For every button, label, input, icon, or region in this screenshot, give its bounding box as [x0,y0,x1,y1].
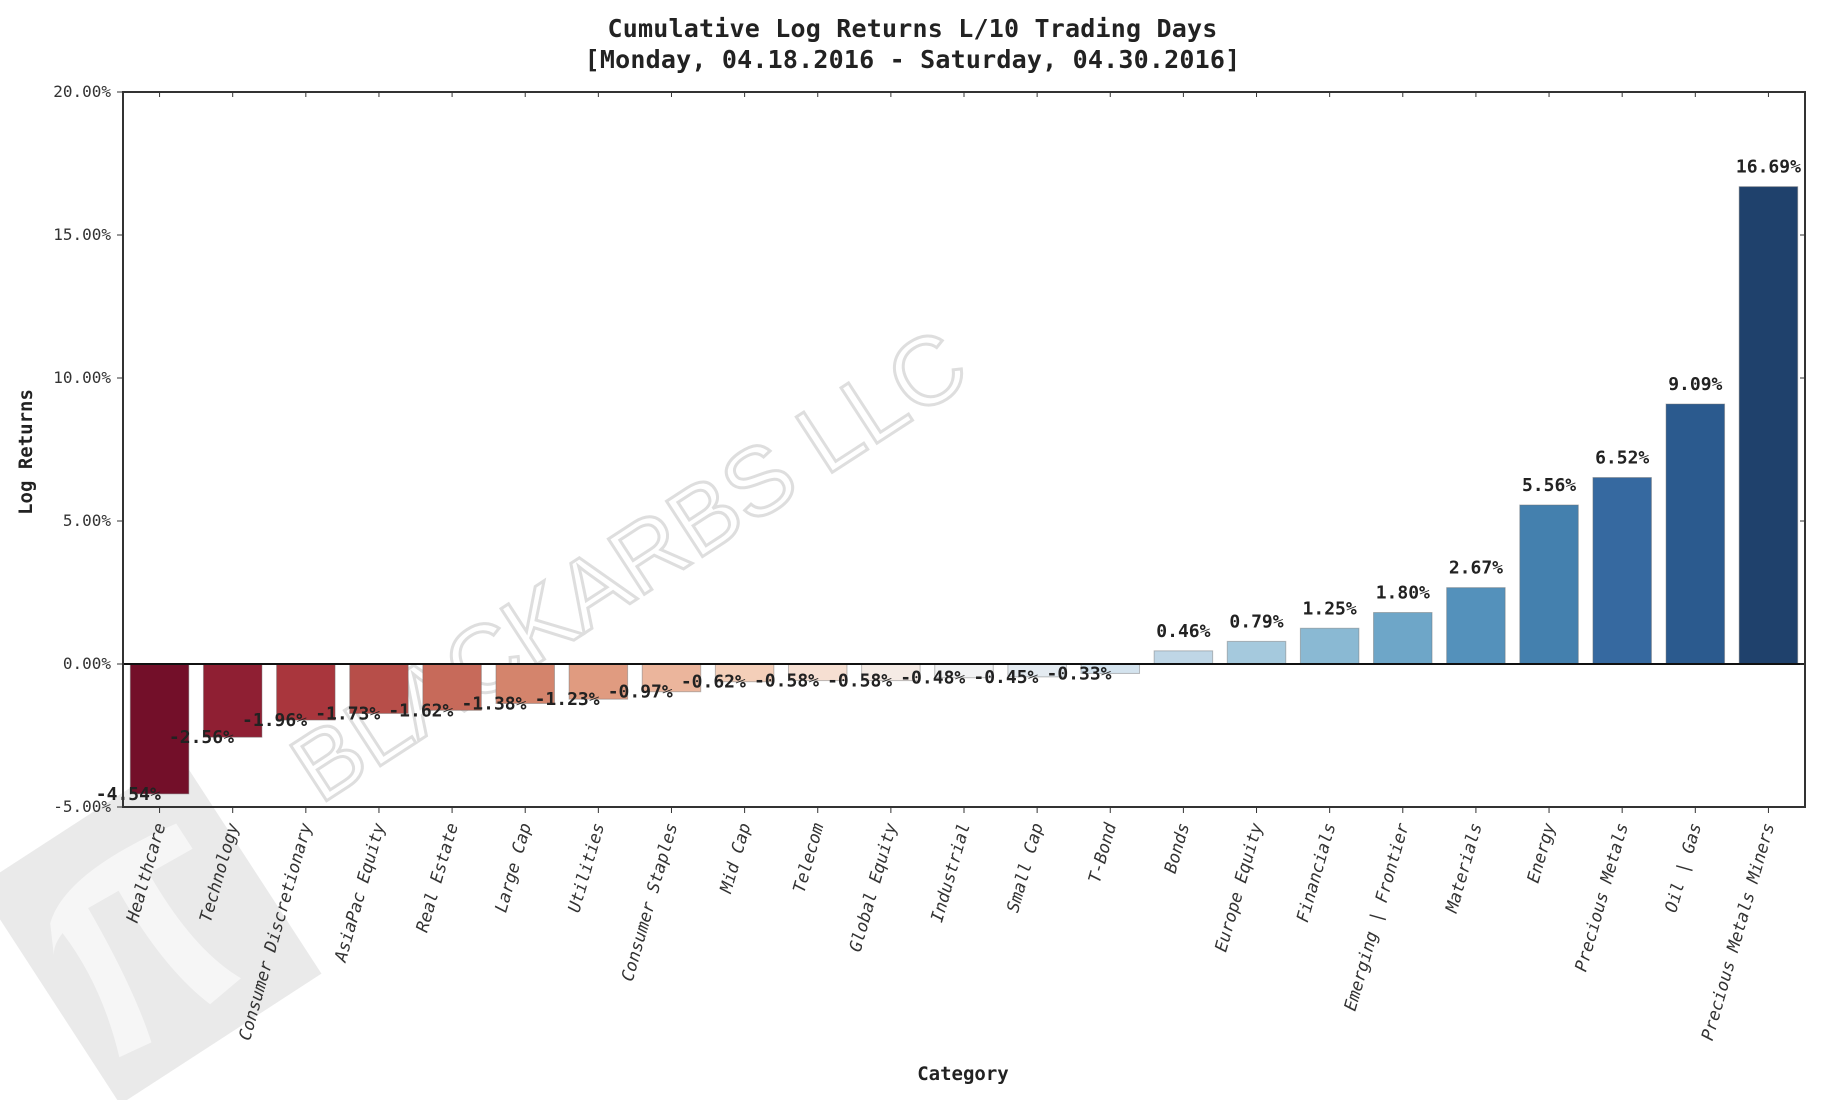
bar-group: -0.58% [827,663,921,692]
y-tick-label: 0.00% [63,654,112,673]
bar-value-label: -0.58% [827,671,892,692]
bar-value-label: 1.25% [1303,598,1357,619]
watermark-text: BLACKARBS LLC [273,309,985,823]
bar-value-label: 1.80% [1376,583,1430,604]
bar [1592,477,1652,665]
bar [1665,403,1726,665]
bar-group: 16.69% [1736,157,1801,665]
x-tick-label: Financials [1293,821,1340,925]
plot-frame [122,91,1806,808]
bar [1299,627,1360,665]
x-tick-label: Global Equity [846,820,902,954]
bar-value-label: -1.96% [242,710,307,731]
bar-group: -1.62% [388,663,482,721]
bar-value-label: -1.62% [388,700,453,721]
chart-title-line-2: [Monday, 04.18.2016 - Saturday, 04.30.20… [584,45,1241,74]
bar-group: -1.73% [315,663,409,724]
bar-group: 1.80% [1373,583,1433,665]
bar-value-label: 0.46% [1156,621,1210,642]
bar-value-label: -0.58% [754,671,819,692]
bar-value-label: 6.52% [1595,448,1649,469]
bar-group: 0.46% [1153,621,1214,665]
bar-group: 2.67% [1446,558,1506,665]
x-tick-label: Europe Equity [1211,820,1267,954]
bar-value-label: -0.62% [681,672,746,693]
x-tick-label: Oil | Gas [1661,821,1706,915]
bar [568,663,629,700]
bar-group: -4.54% [96,663,190,805]
bar-group: -1.96% [242,663,336,731]
bar-group: -1.23% [535,663,629,710]
y-tick-label: 15.00% [53,225,111,244]
x-tick-label: Bonds [1161,821,1194,876]
bar-group: 6.52% [1592,448,1652,665]
x-tick-label: Large Cap [491,821,536,915]
x-tick-label: T-Bond [1085,820,1121,885]
bar-value-label: -2.56% [169,727,234,748]
x-axis-label: Category [917,1063,1009,1085]
bar-group: -0.58% [754,663,848,692]
bar-value-label: -0.45% [973,667,1038,688]
bar-group: -0.33% [1046,663,1141,684]
bar-group: 1.25% [1299,598,1360,665]
y-tick-label: -5.00% [53,797,111,816]
bar-value-label: -0.48% [900,668,965,689]
bar [495,663,555,704]
bar-group: -0.97% [608,663,702,703]
bar [1373,612,1433,665]
bar-value-label: -4.54% [96,784,161,805]
bar [1738,186,1799,665]
y-tick-label: 20.00% [53,82,111,101]
bar-value-label: 9.09% [1668,374,1722,395]
bar [422,663,482,711]
bar-group: 0.79% [1226,611,1287,665]
bar [1153,650,1214,665]
bar-value-label: -0.97% [608,682,673,703]
x-tick-label: Consumer Staples [618,821,682,984]
bar [202,663,263,738]
bar-value-label: 5.56% [1522,475,1576,496]
x-tick-label: Telecom [790,821,829,895]
bar-group: 9.09% [1665,374,1726,665]
y-tick-label: 5.00% [63,511,112,530]
bar-value-label: -0.33% [1046,663,1111,684]
y-axis-label: Log Returns [15,389,37,515]
pi-logo-icon [0,755,322,1100]
bar-value-label: -1.73% [315,703,380,724]
bar [1519,504,1579,665]
bar-group: -0.62% [681,663,775,693]
bar-value-label: -1.38% [461,693,526,714]
x-tick-label: Precious Metals Miners [1698,821,1779,1043]
bar-group: 5.56% [1519,475,1579,665]
x-tick-label: Utilities [565,821,610,915]
bar-value-label: 2.67% [1449,558,1503,579]
x-tick-label: AsiaPac Equity [331,820,390,965]
chart-title-line-1: Cumulative Log Returns L/10 Trading Days [607,14,1218,43]
bar-group: -0.48% [900,663,994,689]
bar [129,663,190,795]
x-tick-label: Precious Metals [1571,821,1633,974]
bar-group: -2.56% [169,663,263,748]
x-tick-label: Small Cap [1003,821,1048,915]
bar [1446,587,1506,665]
bar-value-label: -1.23% [535,689,600,710]
x-tick-label: Real Estate [413,821,463,935]
bar [1226,640,1287,665]
x-tick-label: Mid Cap [716,821,755,896]
x-tick-label: Emerging | Frontier [1341,820,1414,1013]
x-tick-label: Industrial [927,821,974,925]
bar-value-label: 0.79% [1229,611,1283,632]
bar [641,663,702,693]
bar-value-label: 16.69% [1736,157,1801,178]
y-tick-label: 10.00% [53,368,111,387]
bar-group: -1.38% [461,663,555,714]
x-tick-label: Energy [1524,820,1560,885]
bar-group: -0.45% [973,663,1067,688]
x-tick-label: Materials [1442,821,1487,916]
plot-area: -4.54%Healthcare-2.56%Technology-1.96%Co… [53,82,1806,1043]
bar [276,663,336,721]
bar [349,663,409,714]
